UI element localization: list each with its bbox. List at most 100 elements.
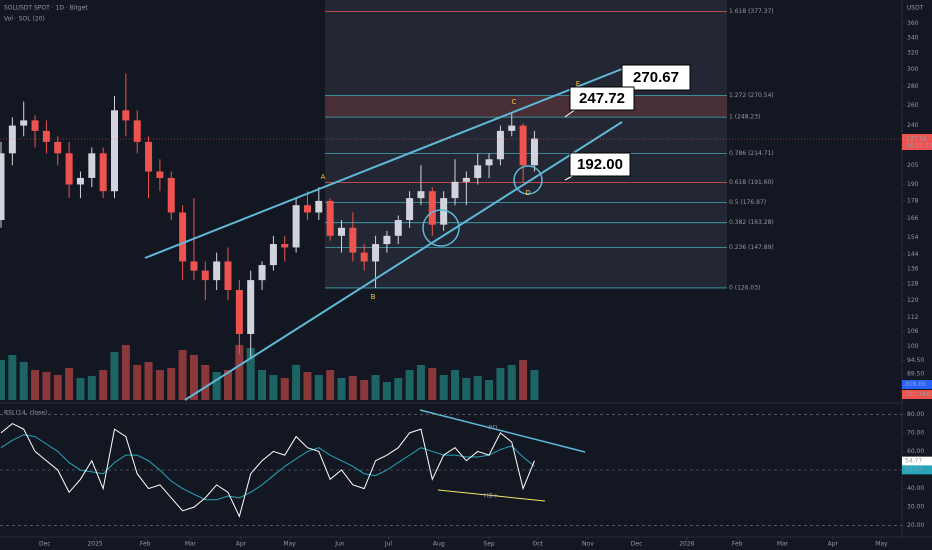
volume-bar xyxy=(496,368,505,400)
volume-bar xyxy=(258,370,267,400)
volume-bar xyxy=(76,378,85,400)
rsi-label-box xyxy=(902,465,932,475)
fib-label: 0.236 (147.89) xyxy=(729,244,774,251)
x-tick-label: Oct xyxy=(533,541,544,548)
volume-bar xyxy=(280,378,289,400)
candle-body xyxy=(462,177,470,182)
last-price-box xyxy=(902,134,932,151)
candle-body xyxy=(440,198,448,225)
candle-body xyxy=(201,270,209,281)
y-tick-label: 20.00 xyxy=(907,522,924,529)
candle-body xyxy=(269,244,277,266)
candle-body xyxy=(65,153,73,185)
candle-body xyxy=(508,125,516,131)
rsi-title: RSI (14, close) xyxy=(4,410,47,417)
x-tick-label: Mar xyxy=(777,541,789,548)
volume-bar xyxy=(189,355,198,400)
callout: 247.72 xyxy=(579,90,625,107)
y-tick-label: 100 xyxy=(907,343,919,350)
x-tick-label: May xyxy=(875,541,888,548)
volume-bar xyxy=(451,370,459,400)
volume-bar xyxy=(292,365,301,400)
wave-label: A xyxy=(321,173,326,181)
wave-label: C xyxy=(512,98,517,106)
candle-body xyxy=(360,252,368,262)
callout-box xyxy=(621,64,691,91)
volume-bar xyxy=(224,370,232,400)
rsi-label-box xyxy=(902,456,932,466)
volume-bar xyxy=(121,345,130,400)
volume-bar xyxy=(303,372,312,400)
candle-body xyxy=(156,171,164,178)
volume-bar xyxy=(371,375,380,400)
volume-bar xyxy=(133,365,142,400)
y-tick-label: 178 xyxy=(907,197,919,204)
y-tick-label: 120 xyxy=(907,297,919,304)
candle-body xyxy=(111,110,118,192)
rsi-ma-line xyxy=(0,434,535,501)
y-tick-label: 144 xyxy=(907,251,919,258)
y-tick-label: 340 xyxy=(907,34,919,41)
y-tick-label: 40.00 xyxy=(907,485,924,492)
y-tick-label: 190 xyxy=(907,181,919,188)
divergence-label: HD+ xyxy=(484,493,498,500)
volume-bar xyxy=(178,350,187,400)
candle-body xyxy=(383,235,391,245)
channel-lower xyxy=(184,121,623,401)
rsi-trendline xyxy=(419,409,586,453)
vol-label: 808.6K xyxy=(905,381,927,388)
y-tick-label: 240 xyxy=(907,122,919,129)
callout-box xyxy=(569,152,631,177)
callout: 270.67 xyxy=(633,69,679,86)
rsi-label: 50.07 xyxy=(905,466,922,473)
volume-bar xyxy=(8,355,17,400)
y-tick-label: 280 xyxy=(907,83,919,90)
volume-bar xyxy=(314,375,323,400)
volume-bar xyxy=(337,378,346,400)
candle-body xyxy=(281,244,289,248)
candle-body xyxy=(20,120,28,126)
volume-bar xyxy=(155,370,164,400)
candle-body xyxy=(145,141,153,172)
wave-label: B xyxy=(371,293,376,301)
last-price: 227.56 xyxy=(906,136,927,143)
candle-body xyxy=(292,205,300,248)
candle-body xyxy=(349,227,357,253)
fib-label: 0.382 (163.28) xyxy=(729,219,774,226)
candle-body xyxy=(417,191,425,199)
candle-body xyxy=(76,177,84,185)
candle-body xyxy=(224,261,232,291)
y-tick-label: 106 xyxy=(907,328,919,335)
volume-bar xyxy=(99,370,108,400)
fib-label: 1 (248.23) xyxy=(729,114,760,121)
volume-bar xyxy=(530,370,539,400)
fib-label: 0.5 (176.87) xyxy=(729,199,766,206)
candle-body xyxy=(235,290,243,334)
y-tick-label: 260 xyxy=(907,102,919,109)
volume-bar xyxy=(87,376,96,400)
currency: USDT xyxy=(907,5,924,12)
volume-bar xyxy=(326,370,335,400)
y-tick-label: 112 xyxy=(907,314,919,321)
fib-label: 0 (126.03) xyxy=(729,284,760,291)
channel-upper xyxy=(144,68,623,259)
volume-bar xyxy=(519,360,528,400)
x-tick-label: 2026 xyxy=(679,541,694,548)
circle-highlight xyxy=(422,209,460,247)
volume-bar xyxy=(416,365,425,400)
volume-bar xyxy=(507,365,516,400)
y-tick-label: 136 xyxy=(907,265,919,272)
candle-body xyxy=(133,120,141,142)
volume-bar xyxy=(212,372,221,400)
fib-label: 0.786 (214.71) xyxy=(729,150,774,157)
y-tick-label: 89.50 xyxy=(907,371,924,378)
candle-body xyxy=(519,125,527,166)
rsi-label: 54.77 xyxy=(905,458,922,465)
candle-body xyxy=(122,110,130,121)
fib-label: 1.618 (377.37) xyxy=(729,8,774,15)
divergence-label: RD xyxy=(489,425,498,432)
candle-body xyxy=(530,138,538,166)
candle-body xyxy=(0,153,5,221)
candle-body xyxy=(258,265,266,281)
y-tick-label: 320 xyxy=(907,50,919,57)
